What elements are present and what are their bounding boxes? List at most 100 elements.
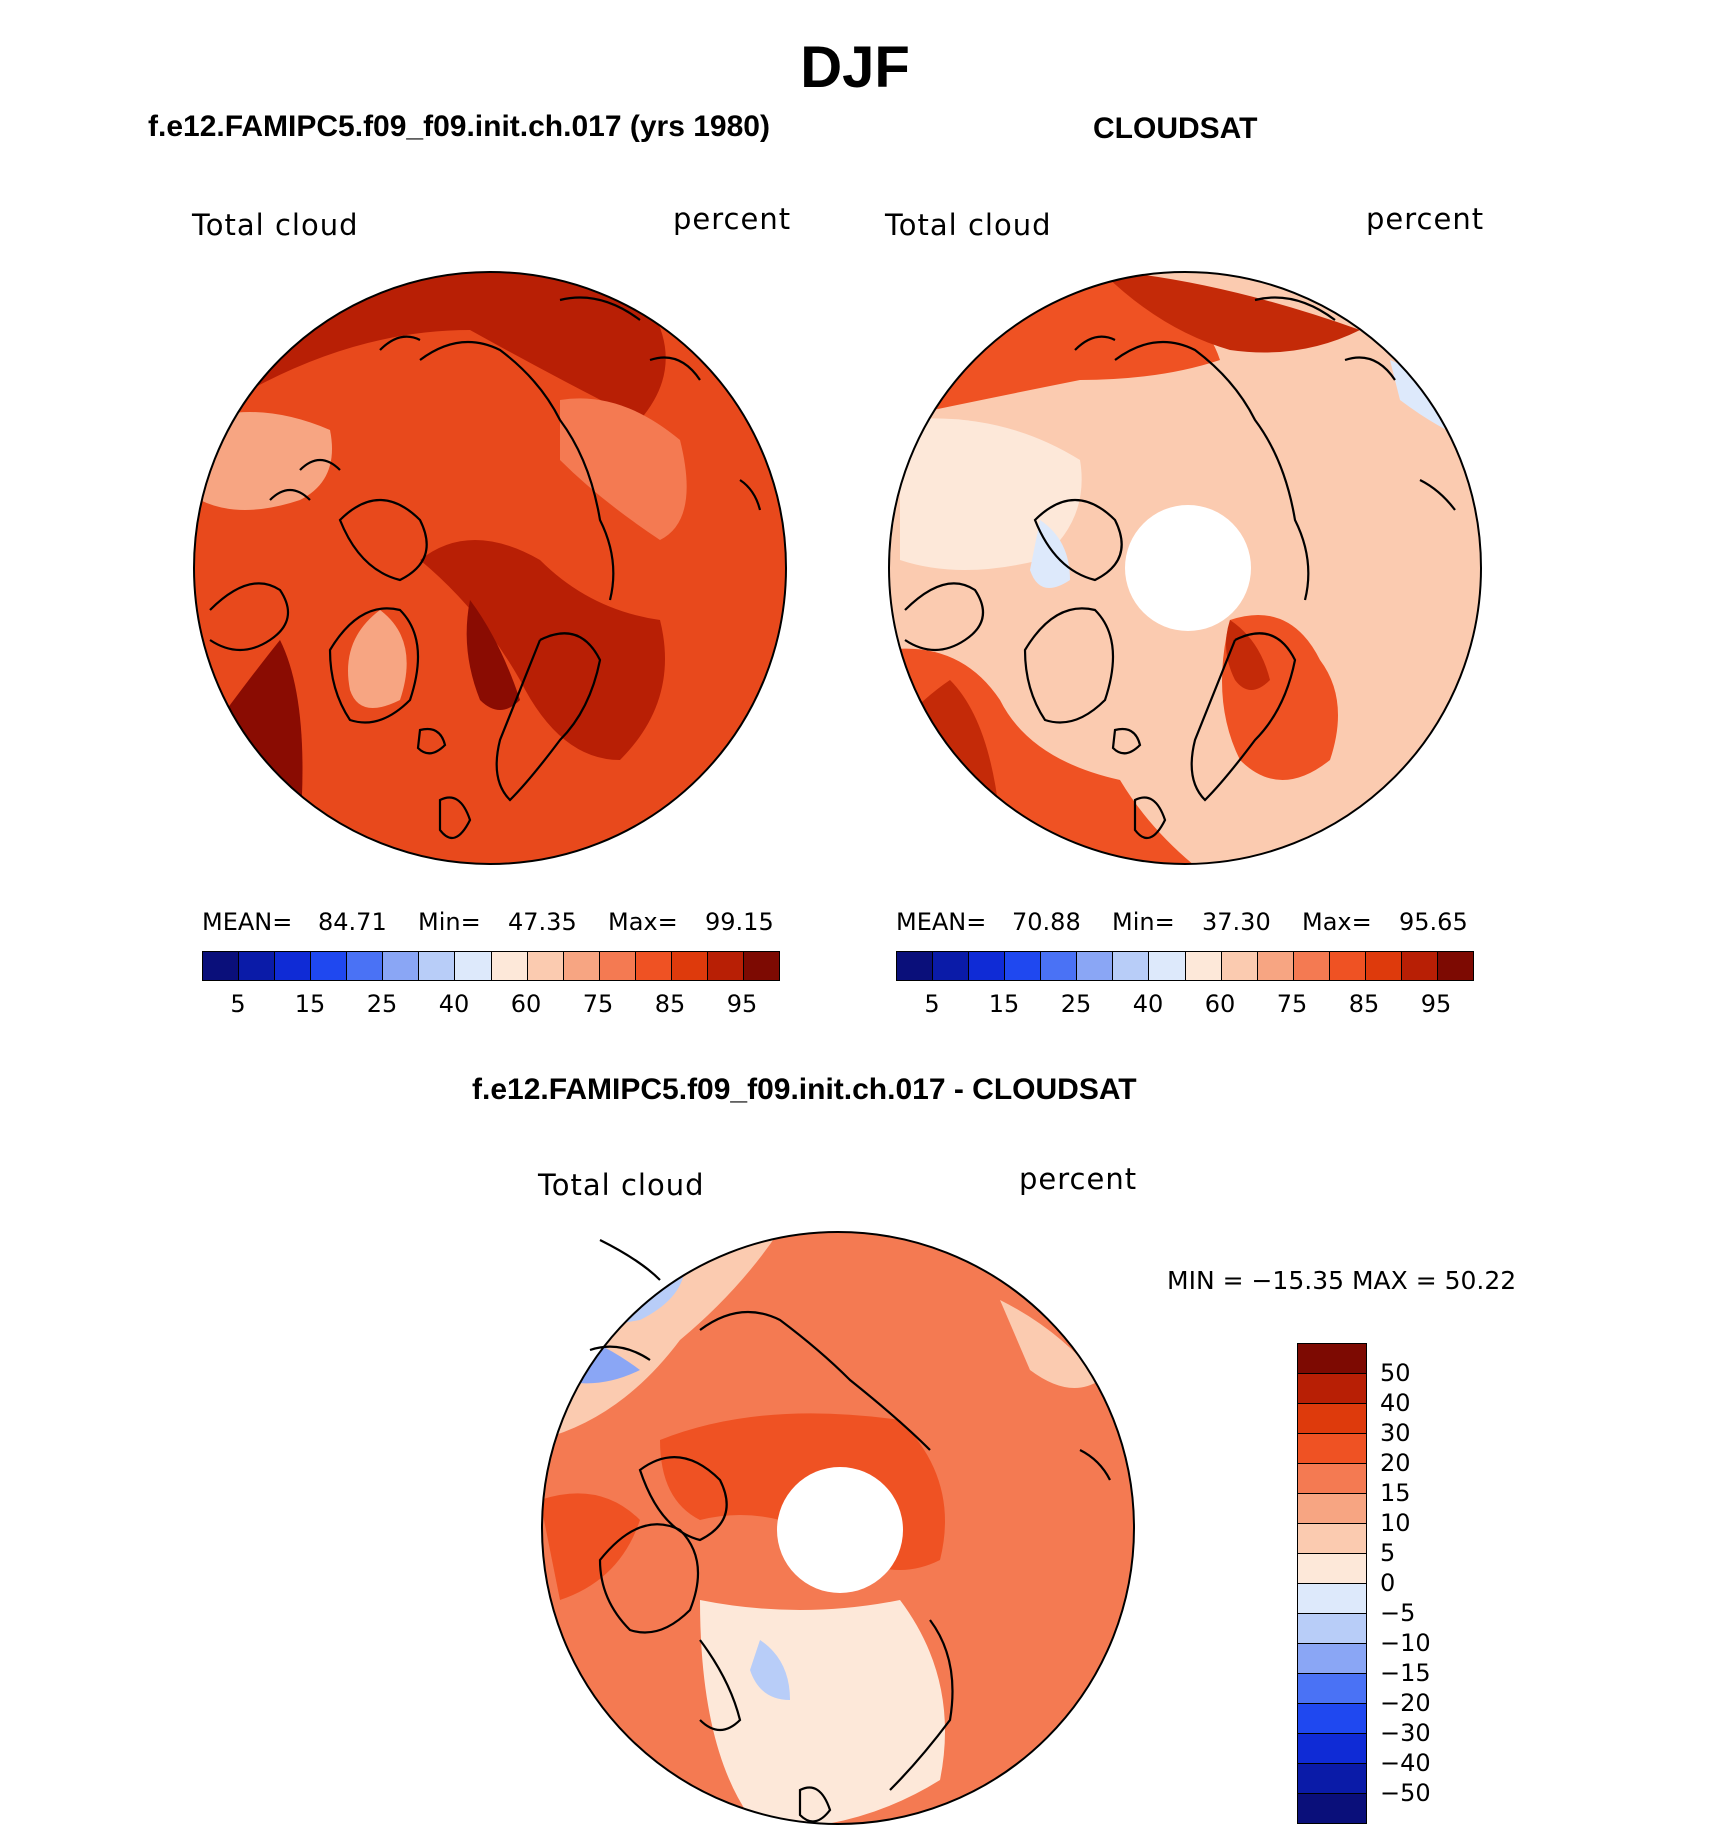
colorbar-tick-label: −50 <box>1380 1779 1431 1807</box>
panel1-field-dark-atlantic <box>420 540 665 760</box>
colorbar-tick-label: −15 <box>1380 1659 1431 1687</box>
colorbar-tick-label: 30 <box>1380 1419 1411 1447</box>
colorbar-swatch <box>1298 1554 1366 1584</box>
colorbar-tick-label: 60 <box>510 990 542 1018</box>
panel1-min-label: Min= <box>418 908 481 936</box>
colorbar-swatch <box>563 952 600 980</box>
colorbar-swatch <box>707 952 744 980</box>
colorbar-tick-label: −5 <box>1380 1599 1416 1627</box>
colorbar-swatch <box>933 952 970 980</box>
panel1-field-light-greenland <box>348 610 407 708</box>
colorbar-swatch <box>1077 952 1114 980</box>
colorbar-tick-label: 85 <box>654 990 686 1018</box>
panel3-map-border <box>541 1231 1135 1825</box>
panel2-field-dark-nordic <box>1226 620 1270 690</box>
colorbar-swatch <box>1149 952 1186 980</box>
panel1-subtitle: f.e12.FAMIPC5.f09_f09.init.ch.017 (yrs 1… <box>148 110 770 143</box>
colorbar-swatch <box>1257 952 1294 980</box>
colorbar-swatch <box>1298 1524 1366 1554</box>
colorbar-swatch <box>1293 952 1330 980</box>
panel2-mean-label: MEAN= <box>896 908 987 936</box>
colorbar-tick-label: 5 <box>230 990 246 1018</box>
panel2-coastlines <box>904 296 1456 840</box>
colorbar-swatch <box>897 952 934 980</box>
colorbar-tick-label: 5 <box>1380 1539 1396 1567</box>
panel3-polar-gap <box>777 1467 903 1593</box>
colorbar-swatch <box>1365 952 1402 980</box>
panel2-field-blue-archipelago <box>1030 520 1070 588</box>
panel1-mean-value: 84.71 <box>318 908 387 936</box>
panel2-units-label: percent <box>1366 202 1485 236</box>
panel3-units-label: percent <box>1019 1162 1138 1196</box>
colorbar-tick-label: 10 <box>1380 1509 1411 1537</box>
colorbar-tick-label: −30 <box>1380 1719 1431 1747</box>
colorbar-swatch <box>1185 952 1222 980</box>
colorbar-swatch <box>1298 1764 1366 1794</box>
colorbar-tick-label: −10 <box>1380 1629 1431 1657</box>
colorbar-swatch <box>1298 1584 1366 1614</box>
panel3-minmax-text: MIN = −15.35 MAX = 50.22 <box>1167 1266 1517 1295</box>
colorbar-swatch <box>1298 1734 1366 1764</box>
panel2-colorbar <box>896 951 1474 981</box>
colorbar-swatch <box>1298 1614 1366 1644</box>
colorbar-tick-label: 15 <box>1380 1479 1411 1507</box>
panel1-max-value: 99.15 <box>705 908 774 936</box>
panel1-min-value: 47.35 <box>508 908 577 936</box>
colorbar-swatch <box>599 952 636 980</box>
panel2-polar-gap <box>1125 505 1251 631</box>
colorbar-swatch <box>1329 952 1366 980</box>
colorbar-tick-label: 75 <box>582 990 614 1018</box>
colorbar-swatch <box>1401 952 1438 980</box>
colorbar-swatch <box>969 952 1006 980</box>
colorbar-tick-label: 15 <box>294 990 326 1018</box>
colorbar-tick-label: 95 <box>1420 990 1452 1018</box>
colorbar-swatch <box>1437 952 1473 980</box>
colorbar-swatch <box>1298 1674 1366 1704</box>
colorbar-tick-label: 60 <box>1204 990 1236 1018</box>
colorbar-swatch <box>275 952 312 980</box>
colorbar-tick-label: 25 <box>366 990 398 1018</box>
colorbar-tick-label: 20 <box>1380 1449 1411 1477</box>
colorbar-swatch <box>1298 1494 1366 1524</box>
colorbar-swatch <box>491 952 528 980</box>
colorbar-tick-label: 85 <box>1348 990 1380 1018</box>
colorbar-tick-label: 40 <box>1132 990 1164 1018</box>
panel2-mean-value: 70.88 <box>1012 908 1081 936</box>
panel2-min-value: 37.30 <box>1202 908 1271 936</box>
colorbar-swatch <box>1298 1644 1366 1674</box>
colorbar-tick-label: 75 <box>1276 990 1308 1018</box>
colorbar-swatch <box>203 952 240 980</box>
colorbar-swatch <box>743 952 779 980</box>
panel3-subtitle: f.e12.FAMIPC5.f09_f09.init.ch.017 - CLOU… <box>472 1073 1137 1106</box>
panel3-field-pale-east <box>1000 1300 1100 1388</box>
panel1-units-label: percent <box>673 202 792 236</box>
colorbar-swatch <box>383 952 420 980</box>
colorbar-tick-label: 40 <box>438 990 470 1018</box>
colorbar-swatch <box>1298 1404 1366 1434</box>
panel2-max-label: Max= <box>1302 908 1372 936</box>
colorbar-swatch <box>1005 952 1042 980</box>
panel2-max-value: 95.65 <box>1399 908 1468 936</box>
colorbar-tick-label: 50 <box>1380 1359 1411 1387</box>
colorbar-swatch <box>527 952 564 980</box>
figure-title: DJF <box>800 35 910 100</box>
colorbar-tick-label: 5 <box>924 990 940 1018</box>
colorbar-tick-label: 0 <box>1380 1569 1396 1597</box>
colorbar-swatch <box>1221 952 1258 980</box>
colorbar-swatch <box>1298 1374 1366 1404</box>
colorbar-swatch <box>1298 1434 1366 1464</box>
panel2-min-label: Min= <box>1112 908 1175 936</box>
colorbar-swatch <box>1298 1344 1366 1374</box>
colorbar-swatch <box>671 952 708 980</box>
colorbar-swatch <box>311 952 348 980</box>
panel1-field-mid-east <box>560 398 687 540</box>
panel1-mean-label: MEAN= <box>202 908 293 936</box>
panel3-field-blue-greenland-sea <box>750 1640 790 1700</box>
panel1-field-darkest-greenland-sea <box>466 600 520 710</box>
panel3-variable-label: Total cloud <box>538 1168 705 1202</box>
colorbar-swatch <box>1298 1704 1366 1734</box>
colorbar-swatch <box>455 952 492 980</box>
